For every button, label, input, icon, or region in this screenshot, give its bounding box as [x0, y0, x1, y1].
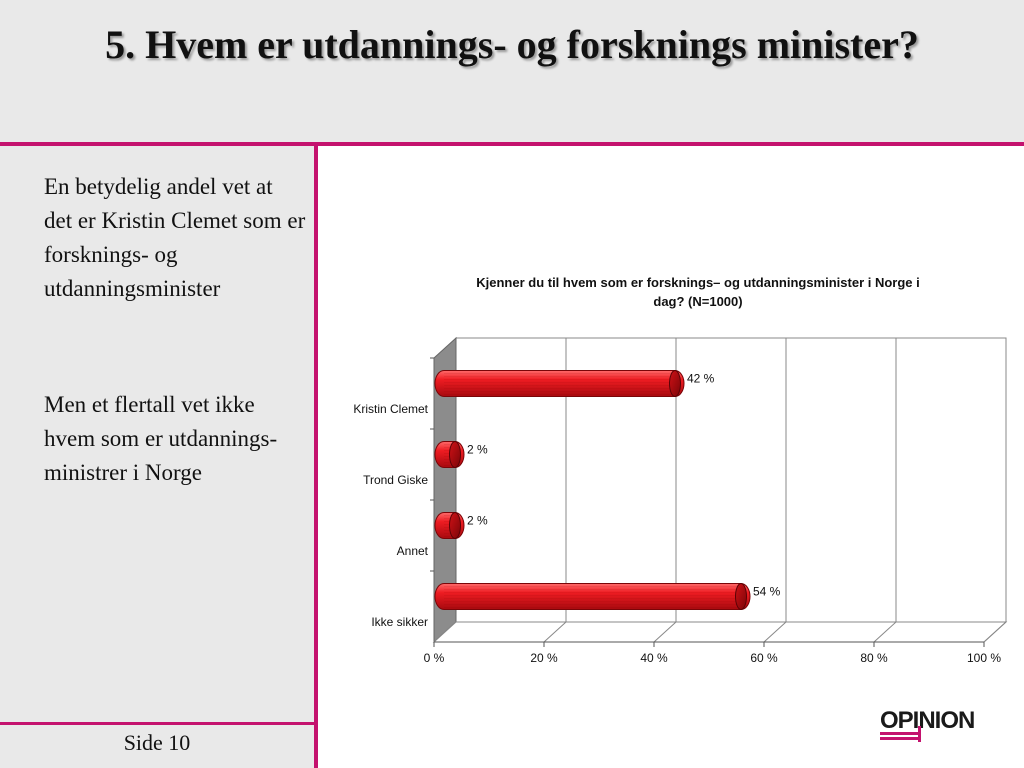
x-tick-label: 60 %	[750, 651, 778, 665]
gridline-floor	[543, 621, 567, 643]
data-label: 42 %	[687, 372, 715, 386]
page-title: 5. Hvem er utdannings- og forsknings min…	[105, 22, 919, 67]
x-tick-label: 80 %	[860, 651, 888, 665]
bar-end-cap	[449, 512, 461, 539]
top-divider	[0, 142, 1024, 146]
bar-end-cap	[669, 370, 681, 397]
bar	[434, 370, 685, 397]
gridline-floor	[653, 621, 677, 643]
bar	[434, 583, 751, 610]
x-tick-label: 100 %	[967, 651, 1001, 665]
x-tick-label: 40 %	[640, 651, 668, 665]
bar-chart: Kjenner du til hvem som er forsknings– o…	[353, 275, 1008, 665]
data-label: 2 %	[467, 514, 488, 528]
text-paragraph-1: En betydelig andel vet at det er Kristin…	[44, 174, 306, 301]
page-number: Side 10	[123, 730, 191, 755]
gridline-floor	[763, 621, 787, 643]
text-paragraph-2: Men et flertall vet ikke hvem som er utd…	[44, 392, 278, 485]
vertical-divider	[314, 146, 318, 768]
left-panel	[0, 146, 314, 722]
chart-floor	[432, 621, 1008, 643]
svg-text:OPINION: OPINION	[880, 707, 974, 734]
category-label: Trond Giske	[363, 473, 428, 487]
header: 5. Hvem er utdannings- og forsknings min…	[0, 0, 1024, 142]
category-label: Kristin Clemet	[353, 402, 428, 416]
gridline-floor	[983, 621, 1007, 643]
category-label: Annet	[397, 544, 429, 558]
opinion-logo: OPINION	[880, 707, 975, 742]
bottom-divider	[0, 722, 314, 725]
x-tick-label: 0 %	[424, 651, 445, 665]
data-label: 54 %	[753, 585, 781, 599]
bar-end-cap	[735, 583, 747, 610]
x-tick-label: 20 %	[530, 651, 558, 665]
bar-end-cap	[449, 441, 461, 468]
chart-title-line-2: dag? (N=1000)	[653, 294, 742, 309]
data-label: 2 %	[467, 443, 488, 457]
gridline-floor	[873, 621, 897, 643]
category-label: Ikke sikker	[371, 615, 428, 629]
chart-title-line-1: Kjenner du til hvem som er forsknings– o…	[476, 275, 920, 290]
